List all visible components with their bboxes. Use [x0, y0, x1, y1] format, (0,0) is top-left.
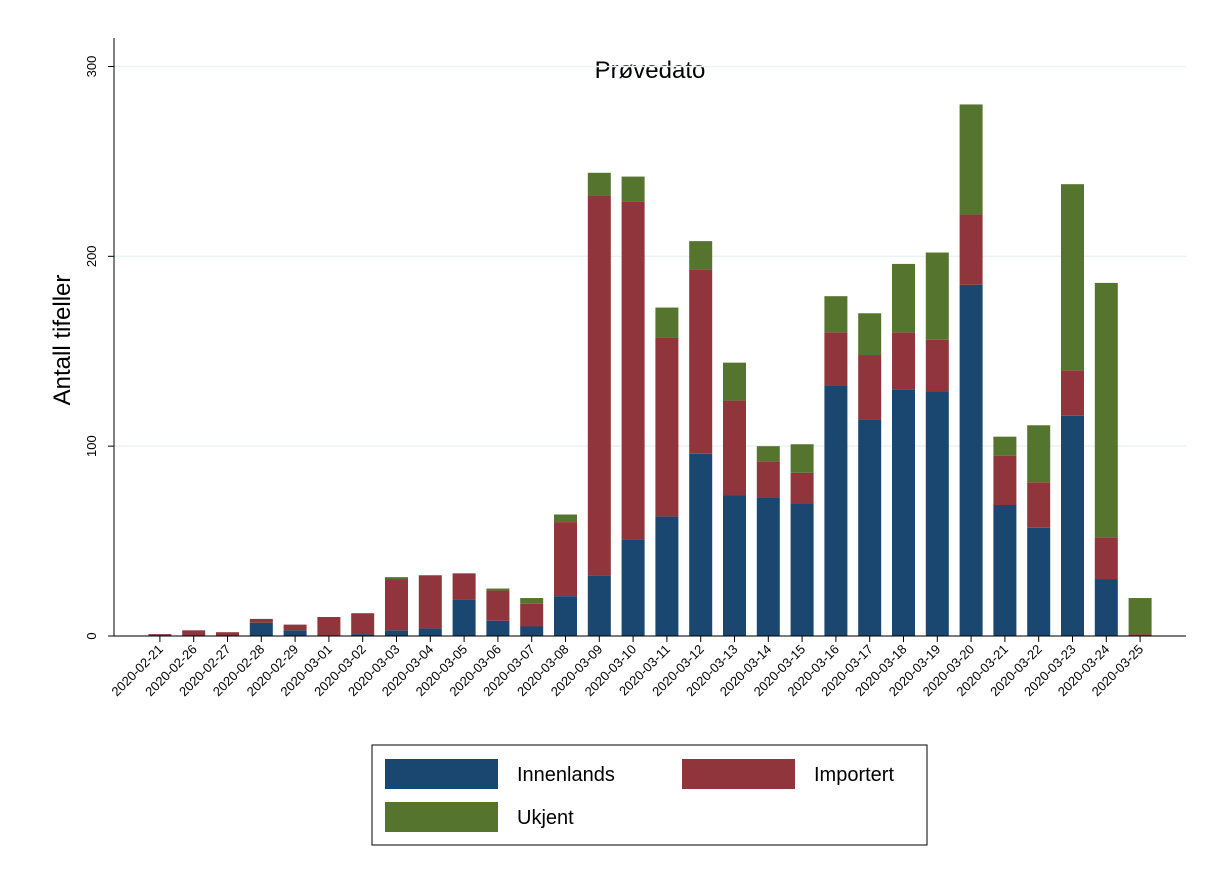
- bar-segment: [249, 622, 273, 636]
- bar-segment: [824, 332, 848, 386]
- bar-segment: [621, 176, 645, 202]
- chart-title: Prøvedato: [595, 57, 706, 84]
- y-tick-label: 100: [84, 435, 99, 457]
- bar-segment: [993, 455, 1017, 506]
- bar-segment: [756, 446, 780, 462]
- bar-segment: [621, 201, 645, 540]
- bar-segment: [385, 577, 408, 580]
- bar-segment: [486, 590, 510, 621]
- bar-segment: [892, 332, 915, 390]
- bar-segment: [1061, 415, 1084, 636]
- bar-segment: [520, 603, 544, 627]
- bar-segment: [723, 400, 746, 496]
- bar-segment: [892, 389, 915, 636]
- bar-segment: [790, 472, 814, 504]
- bar-segment: [283, 624, 307, 631]
- bar-segment: [587, 195, 611, 576]
- bar-segment: [216, 632, 239, 636]
- bar-segment: [554, 514, 577, 523]
- bar-segment: [723, 495, 746, 636]
- bar-segment: [148, 634, 172, 636]
- y-tick-label: 200: [84, 245, 99, 267]
- bar-segment: [756, 461, 780, 498]
- bar-segment: [892, 263, 915, 333]
- bar-segment: [418, 628, 442, 636]
- bar-segment: [587, 575, 611, 636]
- bar-segment: [689, 453, 713, 636]
- bar-segment: [993, 436, 1017, 456]
- bar-segment: [790, 444, 814, 473]
- bar-segment: [1094, 537, 1118, 580]
- bar-segment: [689, 241, 713, 270]
- bar-segment: [554, 596, 577, 636]
- bar-segment: [1027, 425, 1051, 483]
- bar-segment: [790, 503, 814, 636]
- bar-segment: [1061, 370, 1084, 416]
- bar-segment: [351, 634, 375, 636]
- bar-segment: [1061, 184, 1084, 371]
- bar-segment: [554, 522, 577, 597]
- bar-segment: [587, 172, 611, 196]
- bar-segment: [858, 419, 882, 636]
- bar-segment: [1027, 527, 1051, 636]
- bar-segment: [1027, 482, 1051, 528]
- bar-segment: [925, 339, 949, 392]
- bar-segment: [351, 613, 375, 635]
- bar-segment: [317, 617, 341, 636]
- bar-segment: [925, 252, 949, 340]
- bar-segment: [655, 307, 679, 338]
- legend-box: [371, 744, 928, 846]
- bar-segment: [689, 269, 713, 454]
- bar-segment: [520, 598, 544, 604]
- legend-swatch: [385, 802, 498, 832]
- bar-segment: [486, 620, 510, 636]
- bar-segment: [486, 588, 510, 591]
- bar-segment: [1128, 634, 1152, 636]
- bar-segment: [723, 362, 746, 401]
- bar-segment: [1094, 282, 1118, 538]
- bar-segment: [385, 579, 408, 631]
- bar-segment: [621, 539, 645, 636]
- bar-segment: [418, 575, 442, 629]
- bar-segment: [452, 599, 476, 636]
- bar-segment: [452, 573, 476, 600]
- y-tick-label: 300: [84, 56, 99, 78]
- bar-segment: [182, 630, 206, 636]
- bar-segment: [1094, 579, 1118, 636]
- bar-segment: [1128, 598, 1152, 635]
- bar-segment: [858, 313, 882, 356]
- legend-label: Innenlands: [517, 764, 615, 786]
- bar-segment: [959, 284, 983, 636]
- bar-segment: [283, 630, 307, 636]
- y-tick-label: 0: [84, 632, 99, 639]
- bar-segment: [993, 505, 1017, 636]
- bar-segment: [858, 355, 882, 420]
- bar-segment: [824, 385, 848, 636]
- bar-segment: [385, 630, 408, 636]
- bar-segment: [655, 516, 679, 636]
- y-axis-label: Antall tifeller: [49, 275, 76, 406]
- legend-swatch: [682, 759, 795, 789]
- bar-segment: [756, 497, 780, 636]
- bar-segment: [925, 391, 949, 636]
- legend-label: Importert: [814, 764, 894, 786]
- legend-swatch: [385, 759, 498, 789]
- bar-segment: [249, 618, 273, 623]
- bar-segment: [655, 337, 679, 517]
- bar-segment: [959, 214, 983, 285]
- legend-label: Ukjent: [517, 807, 574, 829]
- bar-segment: [959, 104, 983, 215]
- bar-segment: [520, 626, 544, 636]
- bar-segment: [824, 296, 848, 333]
